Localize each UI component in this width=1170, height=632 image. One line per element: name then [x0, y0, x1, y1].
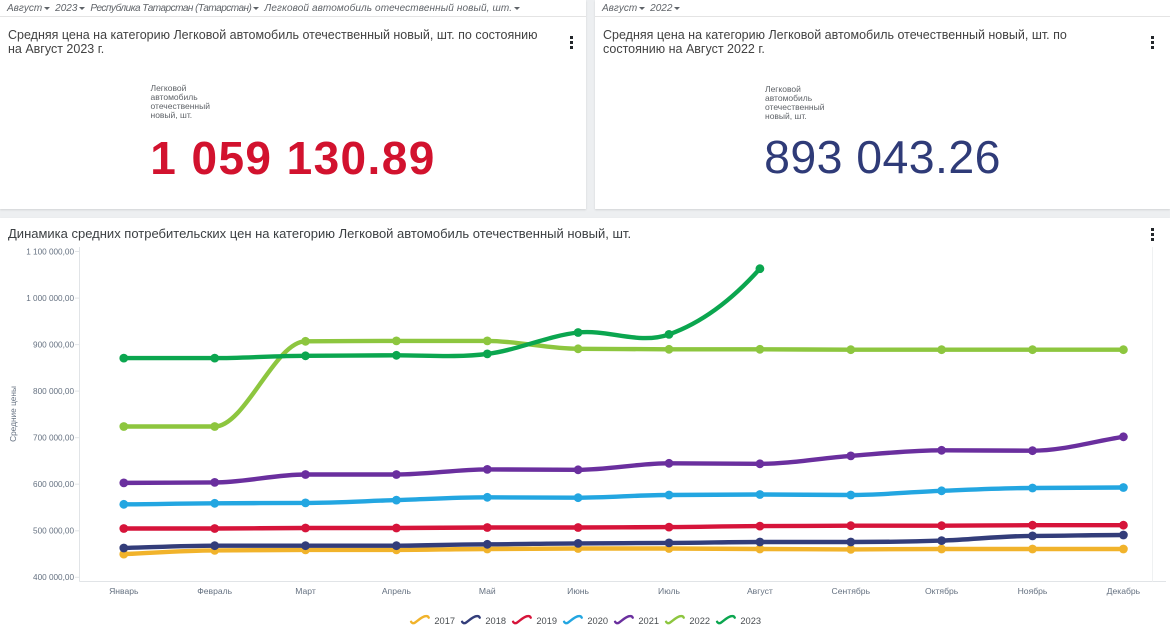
svg-text:Декабрь: Декабрь — [1107, 586, 1141, 596]
svg-text:1 100 000,00: 1 100 000,00 — [26, 247, 74, 256]
svg-text:2023: 2023 — [740, 616, 761, 626]
svg-text:Ноябрь: Ноябрь — [1018, 586, 1048, 596]
svg-text:Июнь: Июнь — [567, 586, 589, 596]
svg-text:Октябрь: Октябрь — [925, 586, 959, 596]
svg-text:Март: Март — [295, 586, 316, 596]
svg-text:Май: Май — [479, 586, 496, 596]
svg-text:Январь: Январь — [109, 586, 139, 596]
svg-text:Апрель: Апрель — [382, 586, 412, 596]
svg-text:Средние цены: Средние цены — [8, 386, 18, 442]
svg-text:800 000,00: 800 000,00 — [33, 387, 74, 396]
svg-text:1 000 000,00: 1 000 000,00 — [26, 294, 74, 303]
svg-text:Февраль: Февраль — [197, 586, 232, 596]
svg-text:2020: 2020 — [587, 616, 608, 626]
svg-text:2018: 2018 — [485, 616, 506, 626]
svg-text:Июль: Июль — [658, 586, 680, 596]
svg-text:2019: 2019 — [536, 616, 557, 626]
svg-text:Август: Август — [747, 586, 773, 596]
svg-text:2022: 2022 — [689, 616, 710, 626]
svg-text:Сентябрь: Сентябрь — [832, 586, 871, 596]
svg-text:500 000,00: 500 000,00 — [33, 527, 74, 536]
svg-text:2021: 2021 — [638, 616, 659, 626]
svg-text:600 000,00: 600 000,00 — [33, 480, 74, 489]
svg-text:2017: 2017 — [434, 616, 455, 626]
svg-text:400 000,00: 400 000,00 — [33, 573, 74, 582]
svg-text:900 000,00: 900 000,00 — [33, 341, 74, 350]
svg-text:700 000,00: 700 000,00 — [33, 434, 74, 443]
